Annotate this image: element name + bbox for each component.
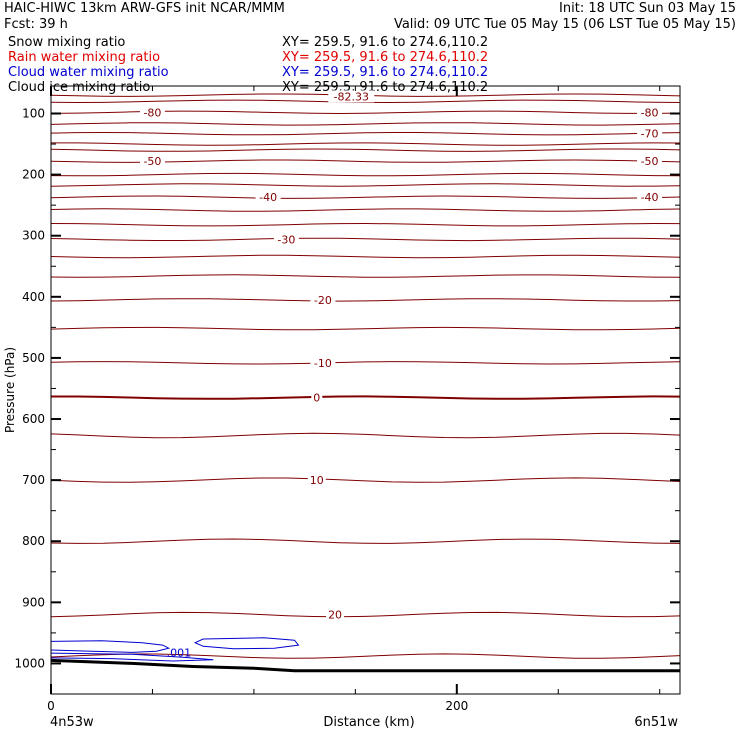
y-tick-label: 900 [22, 595, 45, 609]
isotherm-line [51, 142, 681, 146]
isotherm-line [50, 254, 681, 259]
y-tick-label: 800 [22, 534, 45, 548]
isotherm-line [50, 222, 681, 227]
isotherm-label-bg [637, 106, 663, 119]
isotherm-line [50, 131, 681, 136]
isotherm-label: 0 [313, 392, 320, 405]
isotherm-line [50, 195, 681, 199]
terrain-line [50, 658, 680, 673]
init-time: Init: 18 UTC Sun 03 May 15 [559, 1, 736, 16]
isotherm-line [51, 395, 681, 400]
y-tick-label: 500 [22, 351, 45, 365]
cloud-water-contour [50, 640, 171, 653]
y-tick-label: 1000 [14, 656, 45, 670]
terrain [50, 658, 680, 673]
isotherm-label-bg [311, 391, 323, 404]
legend-rain-xy: XY= 259.5, 91.6 to 274.6,110.2 [282, 50, 489, 65]
isotherm-label-bg [637, 155, 663, 168]
isotherm-contours [50, 93, 681, 659]
isotherm-label-bg [637, 191, 663, 204]
x-tick-label: 200 [445, 699, 468, 713]
isotherm-line [50, 653, 681, 659]
isotherm-label: -80 [143, 106, 161, 119]
isotherm-line [50, 432, 681, 439]
isotherm-label-bg [273, 233, 299, 246]
legend-cloud-ice-label: Cloud ice mixing ratio [8, 80, 151, 95]
y-axis-label: Pressure (hPa) [3, 347, 17, 433]
cloud-water-contour [193, 637, 300, 650]
isotherm-label-bg [637, 127, 663, 140]
isotherm-label: -80 [641, 106, 659, 119]
legend-snow-xy: XY= 259.5, 91.6 to 274.6,110.2 [282, 35, 489, 50]
x-axis-label: Distance (km) [323, 715, 414, 730]
isotherm-label: -40 [259, 191, 277, 204]
y-tick-label: 300 [22, 229, 45, 243]
chart-title: HAIC-HIWC 13km ARW-GFS init NCAR/MMM [4, 1, 285, 16]
isotherm-label: 10 [310, 474, 324, 487]
isotherm-label: 20 [328, 609, 342, 622]
isotherm-line [50, 172, 681, 177]
valid-time: Valid: 09 UTC Tue 05 May 15 (06 LST Tue … [393, 17, 736, 32]
x-end-location: 6n51w [634, 715, 678, 730]
isotherm-line [50, 361, 681, 365]
x-start-location: 4n53w [50, 715, 94, 730]
isotherm-line [50, 274, 681, 278]
isotherm-line [50, 298, 681, 302]
plot-frame [50, 85, 681, 695]
isotherm-label: -82.33 [334, 90, 369, 103]
cloud-water-contour [50, 652, 214, 662]
isotherm-line [50, 148, 681, 152]
cloud-water-contours: .001 [50, 637, 300, 662]
isotherm-line [50, 611, 681, 618]
isotherm-label: -40 [641, 191, 659, 204]
isotherm-label-bg [310, 293, 336, 306]
isotherm-label: -50 [641, 155, 659, 168]
isotherm-label-bg [255, 191, 281, 204]
isotherm-label: -10 [314, 357, 332, 370]
x-tick-label: 0 [47, 699, 55, 713]
isotherm-line [50, 122, 681, 126]
isotherm-line [50, 208, 681, 212]
isotherm-labels: -82.33 -80 -80 -70 -50 -50 -40 -40 -30 -20 -10 0 10 2… [139, 90, 663, 622]
isotherm-label: -50 [143, 155, 161, 168]
isotherm-label: -20 [314, 294, 332, 307]
isotherm-line [50, 237, 681, 242]
isotherm-line [50, 99, 681, 104]
forecast-hour: Fcst: 39 h [4, 17, 68, 32]
legend-cloud-water-xy: XY= 259.5, 91.6 to 274.6,110.2 [282, 65, 489, 80]
isotherm-line [50, 538, 681, 544]
isotherm-label: -70 [641, 128, 659, 141]
isotherm-label-bg [139, 155, 165, 168]
cloud-water-label: .001 [167, 646, 192, 659]
isotherm-label-bg [326, 608, 345, 621]
isotherm-line [50, 477, 681, 483]
legend-cloud-water-label: Cloud water mixing ratio [8, 65, 169, 80]
isotherm-label: -30 [277, 233, 295, 246]
y-tick-label: 400 [22, 290, 45, 304]
isotherm-line [50, 183, 681, 187]
y-tick-label: 200 [22, 168, 45, 182]
isotherm-label-bg [328, 90, 375, 103]
y-tick-label: 700 [22, 473, 45, 487]
y-tick-label: 600 [22, 412, 45, 426]
isotherm-line [50, 326, 681, 331]
axes: Pressure (hPa) Distance (km) 4n53w 6n51w… [3, 85, 681, 730]
legend-rain-label: Rain water mixing ratio [8, 50, 161, 65]
legend-snow-label: Snow mixing ratio [8, 35, 126, 50]
isotherm-label-bg [307, 474, 326, 487]
isotherm-label-bg [310, 356, 336, 369]
y-tick-label: 100 [22, 106, 45, 120]
isotherm-label-bg [139, 106, 165, 119]
